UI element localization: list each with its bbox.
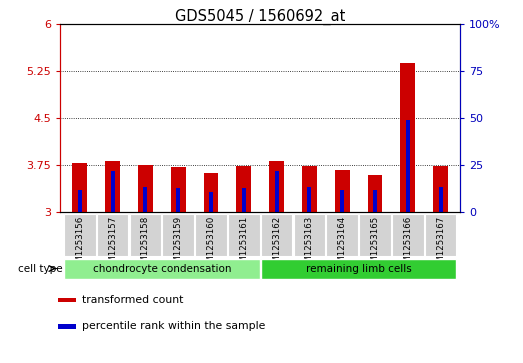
Bar [130,214,161,256]
Bar [439,187,442,212]
Bar [368,175,382,212]
Bar [275,171,279,212]
Bar [340,190,344,212]
Bar [326,214,358,256]
Bar [58,298,76,302]
Text: GSM1253159: GSM1253159 [174,215,183,274]
Bar [203,174,219,212]
Text: GSM1253157: GSM1253157 [108,215,117,274]
Bar [261,259,456,279]
Bar [261,214,292,256]
Bar [97,214,128,256]
Bar [64,259,259,279]
Text: GSM1253158: GSM1253158 [141,215,150,274]
Text: GSM1253161: GSM1253161 [240,215,248,274]
Bar [293,214,325,256]
Bar [425,214,456,256]
Bar [242,188,246,212]
Bar [176,188,180,212]
Bar [171,167,186,212]
Text: remaining limb cells: remaining limb cells [306,264,412,274]
Bar [195,214,227,256]
Bar [236,166,251,212]
Text: GSM1253163: GSM1253163 [305,215,314,274]
Bar [302,166,317,212]
Bar [401,63,415,212]
Text: transformed count: transformed count [82,295,184,305]
Text: percentile rank within the sample: percentile rank within the sample [82,321,266,331]
Text: GSM1253166: GSM1253166 [403,215,412,274]
Text: chondrocyte condensation: chondrocyte condensation [93,264,231,274]
Bar [228,214,259,256]
Text: cell type: cell type [18,264,63,274]
Text: GDS5045 / 1560692_at: GDS5045 / 1560692_at [175,9,345,25]
Bar [269,161,284,212]
Bar [433,166,448,212]
Bar [359,214,391,256]
Bar [209,192,213,212]
Bar [105,161,120,212]
Text: GSM1253162: GSM1253162 [272,215,281,274]
Bar [73,163,87,212]
Bar [308,187,311,212]
Text: GSM1253156: GSM1253156 [75,215,84,274]
Bar [143,187,147,212]
Text: GSM1253164: GSM1253164 [338,215,347,274]
Text: GSM1253167: GSM1253167 [436,215,445,274]
Bar [64,214,96,256]
Bar [111,171,115,212]
Bar [58,324,76,329]
Text: GSM1253165: GSM1253165 [370,215,380,274]
Bar [163,214,194,256]
Bar [78,190,82,212]
Bar [373,190,377,212]
Text: GSM1253160: GSM1253160 [207,215,215,274]
Bar [335,170,349,212]
Bar [406,120,410,212]
Bar [138,165,153,212]
Bar [392,214,424,256]
